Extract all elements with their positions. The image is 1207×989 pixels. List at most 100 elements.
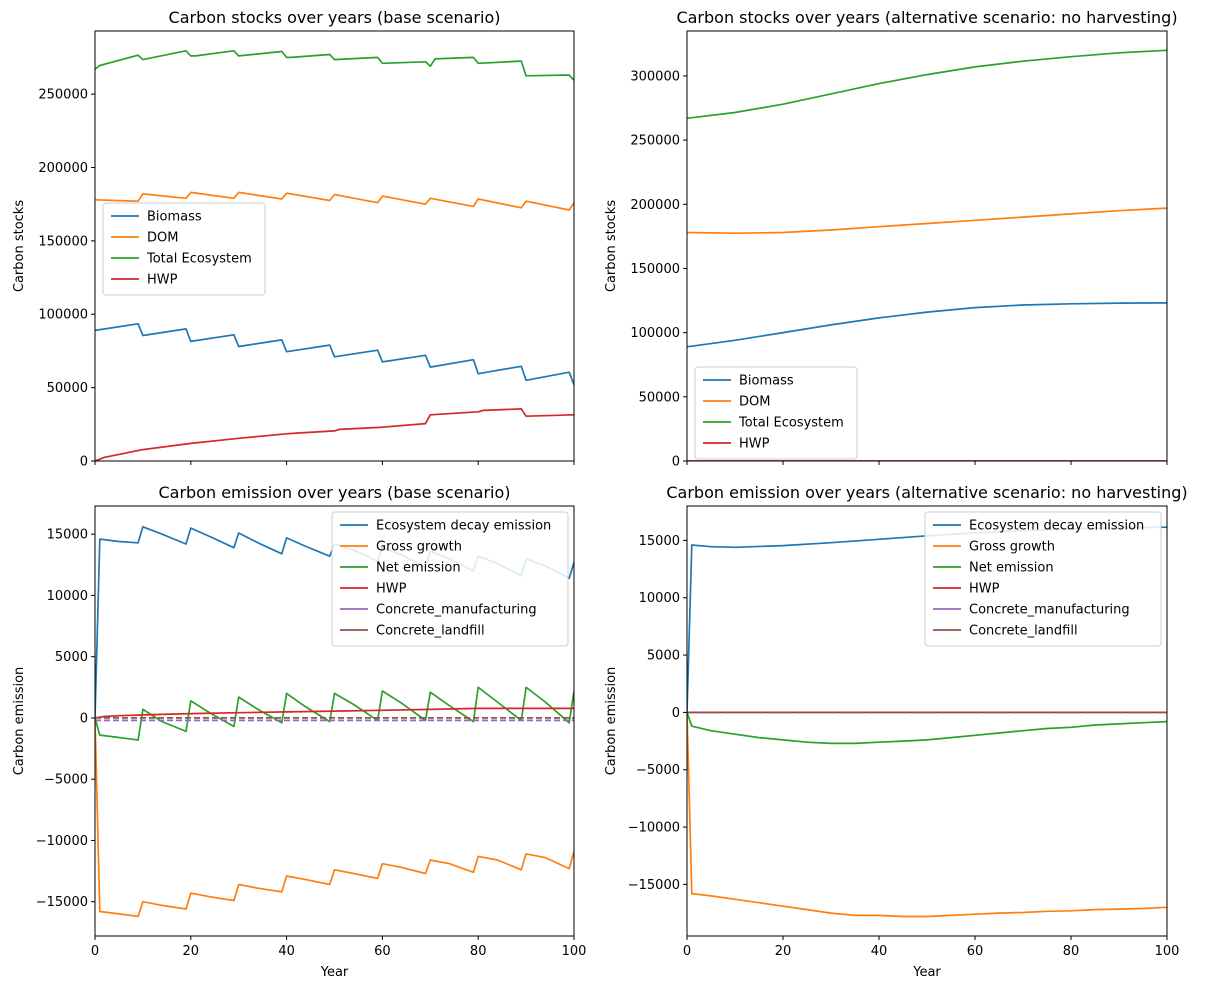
y-tick-label: −15000 bbox=[628, 878, 680, 893]
legend-label-hwp: HWP bbox=[376, 582, 407, 597]
x-axis-label: Year bbox=[912, 965, 941, 980]
y-tick-label: 150000 bbox=[630, 262, 680, 277]
y-axis-label: Carbon emission bbox=[12, 667, 27, 776]
y-tick-label: 250000 bbox=[630, 134, 680, 149]
legend-label-hwp: HWP bbox=[969, 582, 1000, 597]
legend-label-concrete-manufacturing: Concrete_manufacturing bbox=[969, 603, 1130, 618]
x-tick-label: 0 bbox=[91, 944, 99, 959]
legend-label-hwp: HWP bbox=[147, 273, 178, 288]
legend-box bbox=[694, 366, 858, 460]
y-tick-label: −5000 bbox=[636, 763, 680, 778]
y-tick-label: 10000 bbox=[639, 591, 680, 606]
y-tick-label: 0 bbox=[672, 455, 680, 470]
legend-label-concrete-landfill: Concrete_landfill bbox=[376, 624, 485, 639]
y-tick-label: 15000 bbox=[639, 534, 680, 549]
x-tick-label: 60 bbox=[967, 944, 984, 959]
x-axis-label: Year bbox=[320, 965, 349, 980]
series-group bbox=[95, 49, 574, 461]
axes-frame bbox=[686, 30, 1168, 462]
x-tick-label: 80 bbox=[470, 944, 487, 959]
y-tick-label: 0 bbox=[80, 711, 88, 726]
chart-title: Carbon emission over years (base scenari… bbox=[158, 483, 510, 502]
legend-label-total-ecosystem: Total Ecosystem bbox=[738, 416, 844, 431]
legend-label-ecosystem-decay-emission: Ecosystem decay emission bbox=[969, 519, 1144, 534]
series-line-gross-growth bbox=[687, 712, 1167, 918]
chart-title: Carbon stocks over years (base scenario) bbox=[169, 8, 501, 27]
x-tick-label: 80 bbox=[1063, 944, 1080, 959]
series-line-net-emission bbox=[687, 712, 1167, 745]
axes-frame bbox=[686, 505, 1168, 937]
legend-label-net-emission: Net emission bbox=[969, 561, 1054, 576]
y-axis-label: Carbon stocks bbox=[12, 200, 27, 292]
series-line-gross-growth bbox=[95, 717, 574, 918]
x-tick-label: 60 bbox=[374, 944, 391, 959]
legend-label-dom: DOM bbox=[739, 395, 770, 410]
y-tick-label: 200000 bbox=[630, 198, 680, 213]
x-tick-label: 40 bbox=[278, 944, 295, 959]
legend-box bbox=[331, 511, 569, 647]
y-tick-label: 250000 bbox=[38, 88, 88, 103]
series-line-net-emission bbox=[95, 686, 574, 741]
x-tick-label: 20 bbox=[183, 944, 200, 959]
legend: Ecosystem decay emission Gross growth Net … bbox=[331, 511, 569, 647]
y-tick-label: −5000 bbox=[44, 773, 88, 788]
legend-label-net-emission: Net emission bbox=[376, 561, 461, 576]
y-tick-label: 5000 bbox=[647, 649, 680, 664]
legend-label-dom: DOM bbox=[147, 231, 178, 246]
axes-frame bbox=[94, 30, 575, 462]
y-tick-label: −10000 bbox=[628, 821, 680, 836]
x-tick-label: 100 bbox=[1155, 944, 1180, 959]
legend-label-gross-growth: Gross growth bbox=[376, 540, 462, 555]
legend-label-concrete-landfill: Concrete_landfill bbox=[969, 624, 1078, 639]
legend: Ecosystem decay emission Gross growth Net … bbox=[924, 511, 1162, 647]
y-tick-label: −10000 bbox=[36, 834, 88, 849]
y-tick-label: 10000 bbox=[47, 589, 88, 604]
y-tick-label: 150000 bbox=[38, 234, 88, 249]
legend-label-total-ecosystem: Total Ecosystem bbox=[146, 252, 252, 267]
x-tick-label: 20 bbox=[775, 944, 792, 959]
legend-box bbox=[102, 202, 266, 296]
legend-label-biomass: Biomass bbox=[147, 210, 202, 225]
chart-panel-3: 0 20 40 60 80 100 −15000 −10000 −5000 0 5000 10000 1… bbox=[12, 483, 586, 980]
x-tick-label: 0 bbox=[683, 944, 691, 959]
series-line-biomass bbox=[95, 322, 574, 386]
y-tick-label: 100000 bbox=[38, 308, 88, 323]
legend: Biomass DOM Total Ecosystem HWP bbox=[102, 202, 266, 296]
y-axis-label: Carbon emission bbox=[604, 667, 619, 776]
series-line-hwp bbox=[95, 408, 574, 461]
y-tick-label: 5000 bbox=[55, 650, 88, 665]
y-tick-label: 50000 bbox=[47, 381, 88, 396]
series-line-total-ecosystem bbox=[687, 49, 1167, 120]
legend-label-concrete-manufacturing: Concrete_manufacturing bbox=[376, 603, 537, 618]
y-tick-label: −15000 bbox=[36, 895, 88, 910]
chart-panel-2: 0 50000 100000 150000 200000 250000 300000 Carb… bbox=[604, 8, 1178, 470]
legend: Biomass DOM Total Ecosystem HWP bbox=[694, 366, 858, 460]
series-group bbox=[687, 49, 1167, 461]
y-tick-label: 300000 bbox=[630, 69, 680, 84]
chart-title: Carbon emission over years (alternative … bbox=[666, 483, 1187, 502]
x-tick-label: 100 bbox=[562, 944, 587, 959]
x-tick-label: 40 bbox=[871, 944, 888, 959]
legend-box bbox=[924, 511, 1162, 647]
chart-title: Carbon stocks over years (alternative sc… bbox=[676, 8, 1177, 27]
series-line-hwp bbox=[95, 707, 574, 719]
series-line-biomass bbox=[687, 302, 1167, 348]
y-tick-label: 100000 bbox=[630, 326, 680, 341]
y-tick-label: 200000 bbox=[38, 161, 88, 176]
legend-label-gross-growth: Gross growth bbox=[969, 540, 1055, 555]
legend-label-biomass: Biomass bbox=[739, 374, 794, 389]
legend-label-ecosystem-decay-emission: Ecosystem decay emission bbox=[376, 519, 551, 534]
axes-frame bbox=[94, 505, 575, 937]
chart-panel-4: 0 20 40 60 80 100 −15000 −10000 −5000 0 5000 10000 1… bbox=[604, 483, 1188, 980]
series-line-dom bbox=[687, 207, 1167, 235]
series-line-dom bbox=[95, 191, 574, 211]
chart-panel-1: 0 50000 100000 150000 200000 250000 Carbon sto… bbox=[12, 8, 575, 470]
y-tick-label: 50000 bbox=[639, 390, 680, 405]
y-tick-label: 0 bbox=[672, 706, 680, 721]
y-tick-label: 0 bbox=[80, 455, 88, 470]
y-axis-label: Carbon stocks bbox=[604, 200, 619, 292]
legend-label-hwp: HWP bbox=[739, 437, 770, 452]
y-tick-label: 15000 bbox=[47, 528, 88, 543]
series-line-total-ecosystem bbox=[95, 49, 574, 81]
